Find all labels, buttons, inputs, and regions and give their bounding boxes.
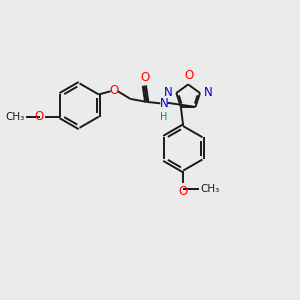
Text: N: N [203,86,212,99]
Text: N: N [164,86,173,99]
Text: O: O [110,83,119,97]
Text: H: H [160,112,167,122]
Text: O: O [35,110,44,123]
Text: CH₃: CH₃ [5,112,25,122]
Text: O: O [185,69,194,82]
Text: O: O [178,185,188,198]
Text: N: N [160,97,168,110]
Text: CH₃: CH₃ [200,184,220,194]
Text: O: O [140,71,150,84]
